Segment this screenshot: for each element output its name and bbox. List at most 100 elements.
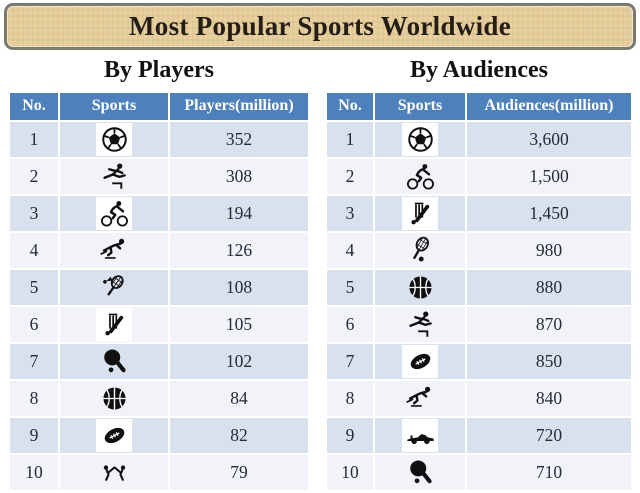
taekwondo-icon xyxy=(96,456,132,489)
sport-icon-cell xyxy=(373,156,467,196)
tables-container: By Players No. Sports Players(million) 1… xyxy=(0,50,640,492)
sport-icon-cell xyxy=(58,156,170,196)
value-cell: 84 xyxy=(168,378,310,418)
rank-cell: 1 xyxy=(325,119,375,159)
table-row: 2 308 xyxy=(8,156,310,196)
value-cell: 194 xyxy=(168,193,310,233)
sport-icon-cell xyxy=(58,415,170,455)
sport-icon-cell xyxy=(58,378,170,418)
players-table: No. Sports Players(million) 1 352 2 308 3 194… xyxy=(8,90,310,492)
rank-cell: 4 xyxy=(325,230,375,270)
table-row: 7 102 xyxy=(8,341,310,381)
audiences-table: No. Sports Audiences(million) 1 3,600 2 1,5… xyxy=(325,90,633,492)
sport-icon-cell xyxy=(58,452,170,492)
value-cell: 126 xyxy=(168,230,310,270)
value-cell: 3,600 xyxy=(465,119,633,159)
table-row: 9 82 xyxy=(8,415,310,455)
players-section: By Players No. Sports Players(million) 1… xyxy=(8,50,310,492)
sport-icon-cell xyxy=(373,415,467,455)
table-row: 6 105 xyxy=(8,304,310,344)
sport-icon-cell xyxy=(373,230,467,270)
audiences-section-title: By Audiences xyxy=(409,57,549,83)
basketball-icon xyxy=(96,382,132,415)
table-row: 8 840 xyxy=(325,378,633,418)
players-col-sports: Sports xyxy=(58,90,170,122)
rank-cell: 3 xyxy=(325,193,375,233)
value-cell: 82 xyxy=(168,415,310,455)
table-row: 8 84 xyxy=(8,378,310,418)
rank-cell: 9 xyxy=(8,415,60,455)
value-cell: 308 xyxy=(168,156,310,196)
basketball-icon xyxy=(402,271,438,304)
rank-cell: 2 xyxy=(325,156,375,196)
sport-icon-cell xyxy=(373,452,467,492)
value-cell: 79 xyxy=(168,452,310,492)
table-row: 1 352 xyxy=(8,119,310,159)
value-cell: 880 xyxy=(465,267,633,307)
table-row: 5 108 xyxy=(8,267,310,307)
hurdles-icon xyxy=(402,308,438,341)
audiences-col-no: No. xyxy=(325,90,375,122)
rank-cell: 10 xyxy=(8,452,60,492)
rank-cell: 2 xyxy=(8,156,60,196)
value-cell: 720 xyxy=(465,415,633,455)
rank-cell: 5 xyxy=(8,267,60,307)
value-cell: 108 xyxy=(168,267,310,307)
rank-cell: 8 xyxy=(8,378,60,418)
sport-icon-cell xyxy=(373,193,467,233)
cycling-icon xyxy=(402,160,438,193)
value-cell: 840 xyxy=(465,378,633,418)
table-row: 1 3,600 xyxy=(325,119,633,159)
table-row: 10 79 xyxy=(8,452,310,492)
rank-cell: 4 xyxy=(8,230,60,270)
table-row: 3 194 xyxy=(8,193,310,233)
players-col-no: No. xyxy=(8,90,60,122)
value-cell: 710 xyxy=(465,452,633,492)
badminton-icon xyxy=(96,271,132,304)
tennis-icon xyxy=(402,234,438,267)
players-header-row: No. Sports Players(million) xyxy=(8,90,310,122)
sport-icon-cell xyxy=(58,193,170,233)
rank-cell: 6 xyxy=(325,304,375,344)
value-cell: 1,450 xyxy=(465,193,633,233)
sport-icon-cell xyxy=(373,341,467,381)
rank-cell: 7 xyxy=(8,341,60,381)
sport-icon-cell xyxy=(373,378,467,418)
cricket-icon xyxy=(402,196,438,230)
table-row: 3 1,450 xyxy=(325,193,633,233)
table-row: 7 850 xyxy=(325,341,633,381)
hurdles-icon xyxy=(96,160,132,193)
table-tennis-icon xyxy=(402,456,438,489)
sport-icon-cell xyxy=(58,119,170,159)
rugby-ball-icon xyxy=(96,418,132,452)
table-row: 6 870 xyxy=(325,304,633,344)
rank-cell: 8 xyxy=(325,378,375,418)
value-cell: 850 xyxy=(465,341,633,381)
sport-icon-cell xyxy=(373,304,467,344)
sport-icon-cell xyxy=(58,230,170,270)
sport-icon-cell xyxy=(373,267,467,307)
value-cell: 1,500 xyxy=(465,156,633,196)
rugby-ball-icon xyxy=(402,344,438,378)
rank-cell: 6 xyxy=(8,304,60,344)
speed-skating-icon xyxy=(96,234,132,267)
soccer-ball-icon xyxy=(402,122,438,156)
audiences-col-value: Audiences(million) xyxy=(465,90,633,122)
rank-cell: 10 xyxy=(325,452,375,492)
formula1-car-icon xyxy=(402,418,438,452)
sport-icon-cell xyxy=(58,267,170,307)
value-cell: 870 xyxy=(465,304,633,344)
speed-skating-icon xyxy=(402,382,438,415)
rank-cell: 1 xyxy=(8,119,60,159)
cycling-icon xyxy=(96,196,132,230)
rank-cell: 7 xyxy=(325,341,375,381)
sport-icon-cell xyxy=(58,304,170,344)
value-cell: 105 xyxy=(168,304,310,344)
audiences-section: By Audiences No. Sports Audiences(millio… xyxy=(325,50,633,492)
players-col-value: Players(million) xyxy=(168,90,310,122)
cricket-icon xyxy=(96,307,132,341)
soccer-ball-icon xyxy=(96,122,132,156)
table-row: 2 1,500 xyxy=(325,156,633,196)
table-row: 4 126 xyxy=(8,230,310,270)
table-row: 5 880 xyxy=(325,267,633,307)
